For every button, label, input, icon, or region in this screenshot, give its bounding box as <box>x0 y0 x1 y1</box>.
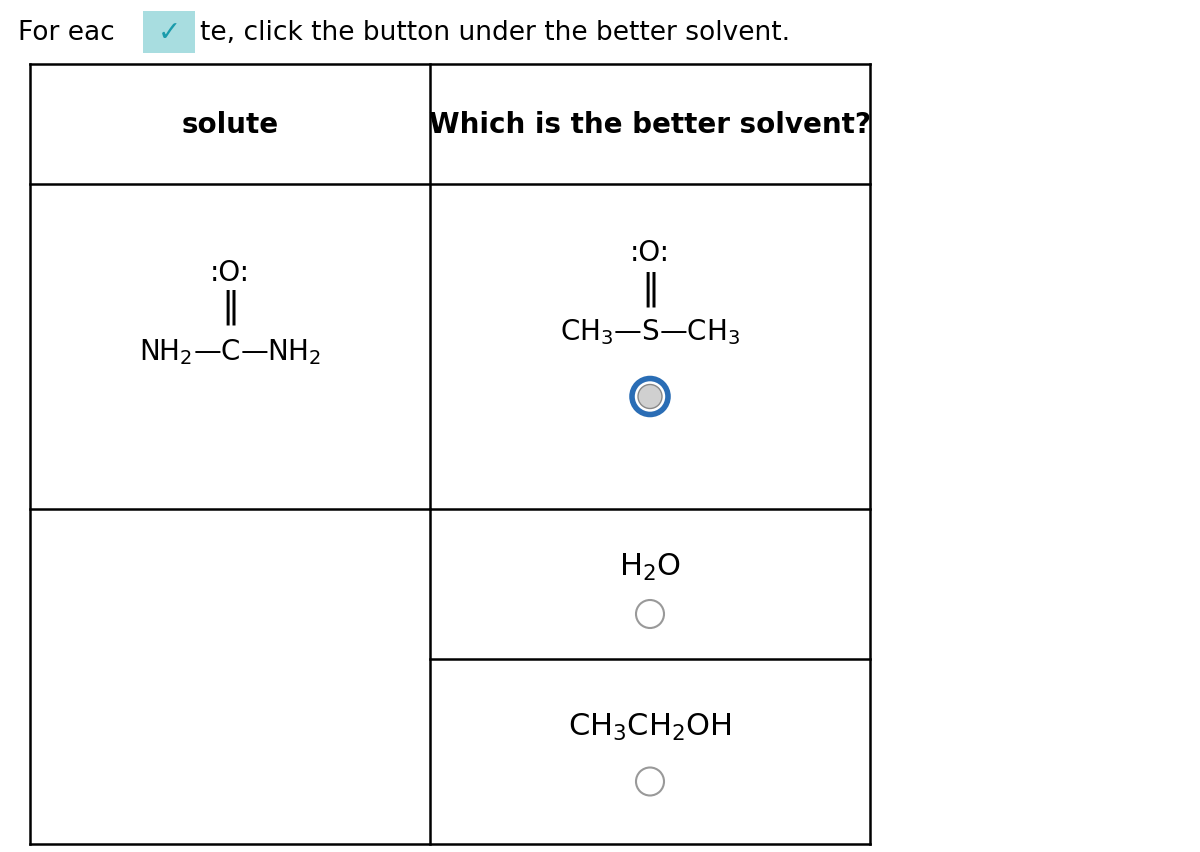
Text: ‖: ‖ <box>221 290 239 325</box>
Text: Which is the better solvent?: Which is the better solvent? <box>430 111 871 139</box>
Text: For eac: For eac <box>18 20 115 46</box>
Text: :O:: :O: <box>630 239 670 266</box>
Text: :O:: :O: <box>210 258 250 286</box>
Circle shape <box>632 379 668 415</box>
Text: solute: solute <box>181 111 278 139</box>
Text: NH$_2$—C—NH$_2$: NH$_2$—C—NH$_2$ <box>139 337 322 367</box>
Bar <box>143 12 194 54</box>
Text: CH$_3$CH$_2$OH: CH$_3$CH$_2$OH <box>568 711 732 742</box>
Text: ✓: ✓ <box>157 19 181 47</box>
Text: H$_2$O: H$_2$O <box>619 550 680 582</box>
Circle shape <box>636 601 664 628</box>
Circle shape <box>638 385 662 409</box>
Text: CH$_3$—S—CH$_3$: CH$_3$—S—CH$_3$ <box>560 317 740 347</box>
Circle shape <box>636 768 664 796</box>
Text: te, click the button under the better solvent.: te, click the button under the better so… <box>200 20 790 46</box>
Text: ‖: ‖ <box>641 272 659 307</box>
